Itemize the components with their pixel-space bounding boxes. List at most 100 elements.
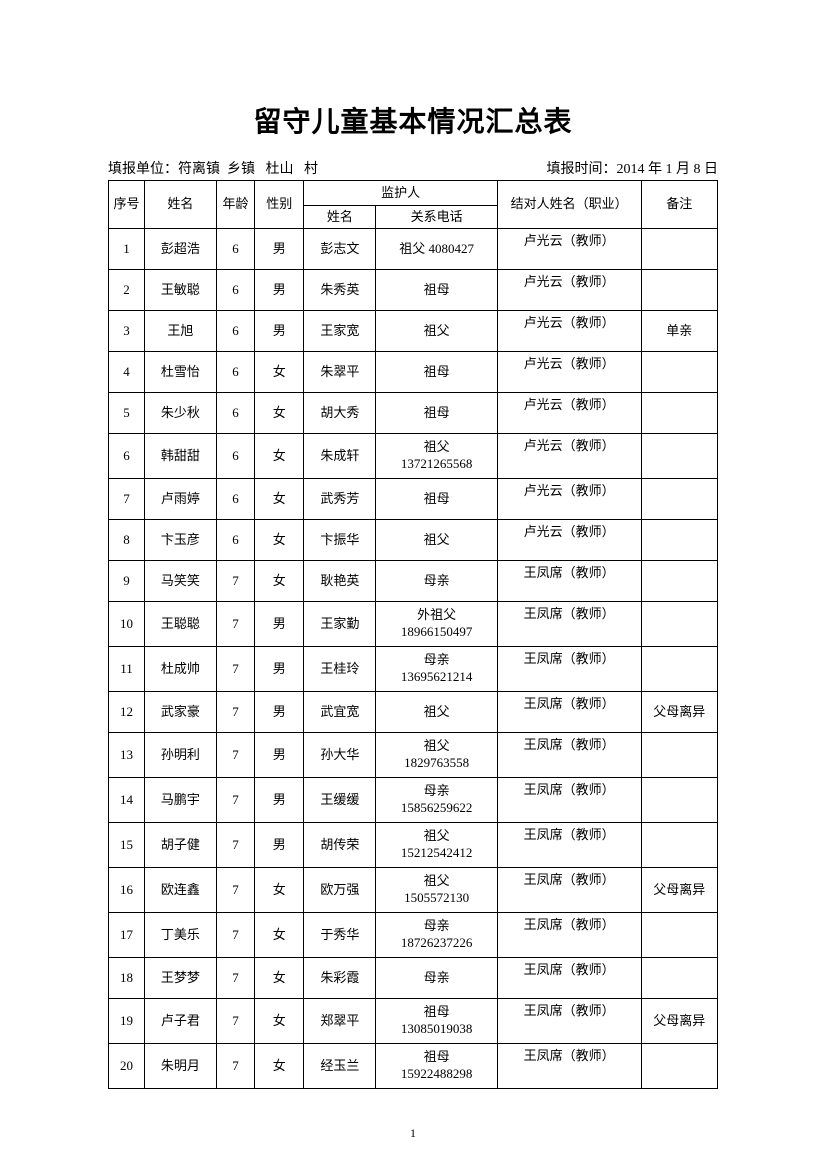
cell-contact: 卢光云（教师） — [497, 434, 641, 479]
cell-note — [641, 647, 717, 692]
cell-gname: 王桂玲 — [304, 647, 376, 692]
cell-note — [641, 778, 717, 823]
cell-grel: 祖父 — [376, 692, 497, 733]
cell-grel: 祖父 — [376, 311, 497, 352]
table-row: 10王聪聪7男王家勤外祖父18966150497王凤席（教师） — [109, 602, 718, 647]
cell-idx: 11 — [109, 647, 145, 692]
cell-name: 彭超浩 — [144, 229, 216, 270]
cell-name: 马鹏宇 — [144, 778, 216, 823]
cell-gname: 武秀芳 — [304, 479, 376, 520]
cell-age: 7 — [216, 733, 254, 778]
cell-age: 7 — [216, 561, 254, 602]
cell-age: 7 — [216, 1044, 254, 1089]
cell-age: 7 — [216, 868, 254, 913]
cell-idx: 5 — [109, 393, 145, 434]
cell-grel: 母亲 — [376, 561, 497, 602]
cell-grel: 祖母 — [376, 270, 497, 311]
cell-gender: 女 — [255, 913, 304, 958]
cell-name: 孙明利 — [144, 733, 216, 778]
cell-gname: 朱秀英 — [304, 270, 376, 311]
cell-grel: 母亲13695621214 — [376, 647, 497, 692]
hdr-name: 姓名 — [144, 181, 216, 229]
cell-gender: 女 — [255, 393, 304, 434]
table-row: 3王旭6男王家宽祖父卢光云（教师）单亲 — [109, 311, 718, 352]
cell-name: 朱明月 — [144, 1044, 216, 1089]
cell-idx: 14 — [109, 778, 145, 823]
cell-grel: 母亲18726237226 — [376, 913, 497, 958]
cell-age: 6 — [216, 434, 254, 479]
cell-note — [641, 733, 717, 778]
cell-contact: 王凤席（教师） — [497, 1044, 641, 1089]
cell-name: 王梦梦 — [144, 958, 216, 999]
cell-age: 6 — [216, 479, 254, 520]
cell-idx: 3 — [109, 311, 145, 352]
cell-name: 杜成帅 — [144, 647, 216, 692]
cell-idx: 10 — [109, 602, 145, 647]
unit-village: 杜山 — [266, 162, 294, 177]
table-row: 17丁美乐7女于秀华母亲18726237226王凤席（教师） — [109, 913, 718, 958]
document-page: 留守儿童基本情况汇总表 填报单位：符离镇 乡镇 杜山 村 填报时间：2014 年… — [0, 0, 826, 1169]
cell-note — [641, 602, 717, 647]
unit-label: 填报单位： — [108, 162, 178, 177]
hdr-note: 备注 — [641, 181, 717, 229]
cell-gender: 男 — [255, 229, 304, 270]
cell-gname: 欧万强 — [304, 868, 376, 913]
cell-contact: 王凤席（教师） — [497, 823, 641, 868]
cell-age: 7 — [216, 958, 254, 999]
hdr-contact: 结对人姓名（职业） — [497, 181, 641, 229]
cell-gname: 王家勤 — [304, 602, 376, 647]
cell-gender: 女 — [255, 479, 304, 520]
cell-note — [641, 434, 717, 479]
cell-gname: 郑翠平 — [304, 999, 376, 1044]
cell-grel: 母亲15856259622 — [376, 778, 497, 823]
cell-grel: 祖父15212542412 — [376, 823, 497, 868]
table-row: 12武家豪7男武宜宽祖父王凤席（教师）父母离异 — [109, 692, 718, 733]
cell-gender: 男 — [255, 311, 304, 352]
page-number: 1 — [0, 1126, 826, 1141]
hdr-guardian: 监护人 — [304, 181, 497, 206]
cell-name: 马笑笑 — [144, 561, 216, 602]
table-row: 9马笑笑7女耿艳英母亲王凤席（教师） — [109, 561, 718, 602]
cell-contact: 卢光云（教师） — [497, 270, 641, 311]
cell-contact: 王凤席（教师） — [497, 647, 641, 692]
cell-contact: 王凤席（教师） — [497, 778, 641, 823]
cell-note — [641, 270, 717, 311]
cell-contact: 王凤席（教师） — [497, 602, 641, 647]
cell-gname: 胡大秀 — [304, 393, 376, 434]
hdr-gender: 性别 — [255, 181, 304, 229]
cell-note — [641, 520, 717, 561]
unit-township-label: 乡镇 — [227, 162, 255, 177]
cell-age: 7 — [216, 999, 254, 1044]
cell-contact: 王凤席（教师） — [497, 913, 641, 958]
cell-gender: 男 — [255, 778, 304, 823]
cell-contact: 卢光云（教师） — [497, 311, 641, 352]
cell-grel: 祖母 — [376, 479, 497, 520]
table-row: 16欧连鑫7女欧万强祖父1505572130王凤席（教师）父母离异 — [109, 868, 718, 913]
table-row: 6韩甜甜6女朱成轩祖父13721265568卢光云（教师） — [109, 434, 718, 479]
cell-idx: 17 — [109, 913, 145, 958]
cell-gender: 女 — [255, 561, 304, 602]
cell-contact: 王凤席（教师） — [497, 958, 641, 999]
table-row: 14马鹏宇7男王缓缓母亲15856259622王凤席（教师） — [109, 778, 718, 823]
cell-gname: 王家宽 — [304, 311, 376, 352]
cell-grel: 母亲 — [376, 958, 497, 999]
table-row: 18王梦梦7女朱彩霞母亲王凤席（教师） — [109, 958, 718, 999]
cell-gname: 卞振华 — [304, 520, 376, 561]
cell-contact: 卢光云（教师） — [497, 479, 641, 520]
cell-contact: 王凤席（教师） — [497, 561, 641, 602]
cell-name: 武家豪 — [144, 692, 216, 733]
time-label: 填报时间： — [547, 162, 617, 177]
cell-note — [641, 229, 717, 270]
cell-note — [641, 823, 717, 868]
cell-idx: 8 — [109, 520, 145, 561]
cell-idx: 13 — [109, 733, 145, 778]
cell-gender: 女 — [255, 868, 304, 913]
cell-name: 卢子君 — [144, 999, 216, 1044]
hdr-guardian-name: 姓名 — [304, 206, 376, 229]
cell-gender: 男 — [255, 692, 304, 733]
cell-grel: 祖父1505572130 — [376, 868, 497, 913]
cell-name: 卞玉彦 — [144, 520, 216, 561]
cell-contact: 王凤席（教师） — [497, 868, 641, 913]
cell-idx: 7 — [109, 479, 145, 520]
cell-idx: 12 — [109, 692, 145, 733]
